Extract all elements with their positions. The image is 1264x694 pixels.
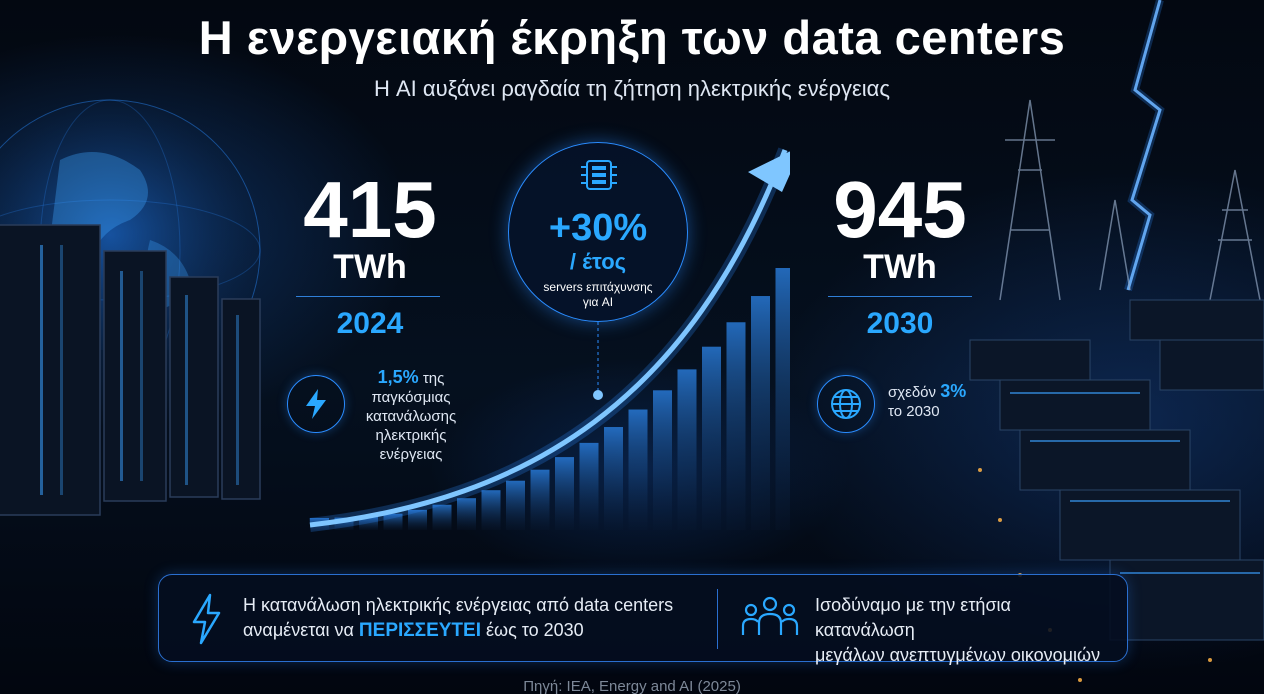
source-note: Πηγή: IEA, Energy and AI (2025) xyxy=(523,678,741,694)
growth-bar xyxy=(604,427,623,530)
growth-bar xyxy=(457,498,476,530)
right-stat-year: 2030 xyxy=(866,307,934,340)
page-subtitle: Η AI αυξάνει ραγδαία τη ζήτηση ηλεκτρική… xyxy=(373,76,890,101)
summary-highlight: ΠΕΡΙΣΣΕΥΤΕΙ xyxy=(358,620,481,641)
summary-right-line: μεγάλων ανεπτυγμένων οικονομιών xyxy=(815,645,1101,665)
growth-bar xyxy=(555,457,574,530)
growth-bar xyxy=(481,490,501,530)
growth-bar xyxy=(702,346,721,530)
growth-bar xyxy=(579,442,599,530)
growth-rate-period: / έτος xyxy=(569,249,627,274)
summary-left-line: αναμένεται να xyxy=(243,620,354,640)
server-racks-illustration xyxy=(0,224,261,516)
summary-left-text: Η κατανάλωση ηλεκτρικής ενέργειας από da… xyxy=(243,593,703,643)
right-stat-unit: TWh xyxy=(863,248,937,286)
left-share-text: της xyxy=(422,370,445,387)
right-share-suffix: το 2030 xyxy=(888,403,940,420)
growth-rate-desc-line: για AI xyxy=(582,295,614,309)
chip-icon xyxy=(581,160,617,190)
page-title: Η ενεργειακή έκρηξη των data centers xyxy=(198,11,1066,64)
left-share-text: ηλεκτρικής xyxy=(375,427,447,444)
summary-right-line: Ισοδύναμο με την ετήσια κατανάλωση xyxy=(815,595,1011,640)
growth-rate-value: +30% xyxy=(548,207,648,249)
growth-bar xyxy=(775,268,790,530)
right-share-prefix: σχεδόν xyxy=(888,384,937,401)
lightning-icon xyxy=(192,593,221,645)
summary-divider xyxy=(717,589,718,649)
right-stat-value: 945 xyxy=(833,165,967,254)
growth-rate-badge: +30% / έτος servers επιτάχυνσης για AI xyxy=(508,142,688,322)
growth-bar xyxy=(383,513,403,530)
growth-bar xyxy=(530,469,550,530)
left-stat-divider xyxy=(296,296,440,297)
city-grid-illustration xyxy=(969,0,1264,682)
summary-right-text: Ισοδύναμο με την ετήσια κατανάλωση μεγάλ… xyxy=(815,593,1115,668)
left-stat-year: 2024 xyxy=(336,307,404,340)
right-share-note: σχεδόν 3% το 2030 xyxy=(888,382,998,421)
left-share-note: 1,5% της παγκόσμιας κατανάλωσης ηλεκτρικ… xyxy=(356,368,466,464)
summary-left-line: Η κατανάλωση ηλεκτρικής ενέργειας από da… xyxy=(243,595,674,615)
growth-bar xyxy=(726,322,746,530)
left-share-value: 1,5% xyxy=(377,367,419,387)
growth-bar xyxy=(751,296,770,530)
summary-left-line: έως το 2030 xyxy=(486,620,584,640)
growth-bar xyxy=(653,390,672,530)
growth-bar xyxy=(408,509,427,530)
summary-panel: Η κατανάλωση ηλεκτρικής ενέργειας από da… xyxy=(158,574,1128,665)
left-stat-value: 415 xyxy=(303,165,437,254)
right-stat-divider xyxy=(828,296,972,297)
globe-icon xyxy=(817,375,875,433)
left-share-text: κατανάλωσης xyxy=(365,408,457,425)
growth-rate-desc-line: servers επιτάχυνσης xyxy=(543,280,653,294)
growth-rate-desc: servers επιτάχυνσης για AI xyxy=(509,280,687,310)
growth-bar xyxy=(506,480,525,530)
growth-bar xyxy=(432,504,452,530)
left-share-text: ενέργειας xyxy=(379,446,443,463)
lightning-icon xyxy=(287,375,345,433)
people-icon xyxy=(741,596,799,635)
right-share-value: 3% xyxy=(940,381,967,401)
left-share-text: παγκόσμιας xyxy=(371,389,451,406)
growth-bar xyxy=(628,409,648,530)
growth-bar xyxy=(677,369,697,530)
growth-bar xyxy=(359,516,378,530)
badge-connector xyxy=(593,322,603,400)
growth-chart-illustration xyxy=(309,147,790,532)
left-stat-unit: TWh xyxy=(333,248,407,286)
